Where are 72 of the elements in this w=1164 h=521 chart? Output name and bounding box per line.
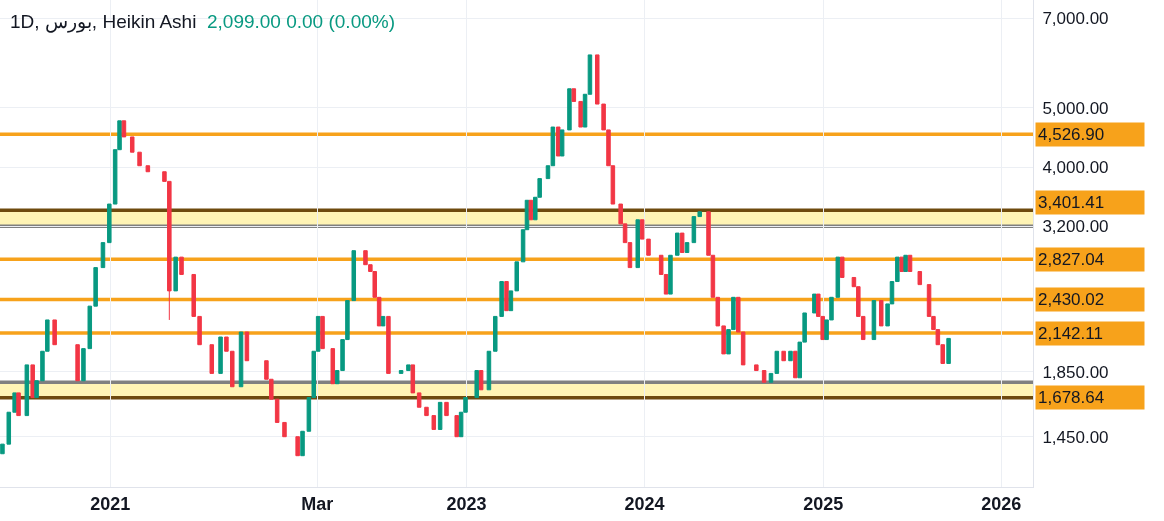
- ref-line-label: 2,827.04: [1038, 250, 1105, 269]
- candlestick: [781, 350, 786, 362]
- candlestick: [679, 232, 685, 254]
- candlestick: [410, 364, 416, 394]
- candlestick: [555, 126, 561, 157]
- x-tick-label: 2021: [90, 493, 131, 514]
- ref-line-label: 1,678.64: [1038, 388, 1105, 407]
- candlestick: [788, 350, 793, 362]
- candlestick: [504, 281, 509, 312]
- candlestick: [320, 315, 325, 350]
- candlestick: [218, 336, 223, 374]
- x-tick-label: Mar: [301, 493, 334, 514]
- candlestick: [424, 406, 429, 417]
- candlestick: [571, 88, 577, 102]
- candlestick: [209, 344, 215, 374]
- candlestick: [559, 129, 565, 157]
- candlestick: [761, 370, 767, 383]
- candlestick: [75, 344, 80, 382]
- candlestick: [179, 256, 184, 275]
- candlestick: [406, 364, 411, 372]
- ref-line-label: 3,401.41: [1038, 193, 1105, 212]
- candlestick: [899, 256, 904, 272]
- candlestick: [137, 151, 142, 167]
- candlestick: [295, 436, 300, 457]
- text: 1D, بورس, Heikin Ashi: [10, 10, 197, 32]
- candlestick: [675, 232, 680, 256]
- x-tick-label: 2026: [981, 493, 1022, 514]
- candlestick: [282, 421, 287, 438]
- x-tick-label: 2023: [446, 493, 487, 514]
- candlestick: [812, 293, 817, 314]
- candlestick: [173, 256, 178, 292]
- y-tick-label: 1,850.00: [1042, 362, 1109, 382]
- candlestick: [454, 415, 459, 438]
- candlestick: [16, 392, 21, 417]
- candlestick: [528, 199, 534, 221]
- y-tick-label: 5,000.00: [1042, 98, 1109, 118]
- text: 2,099.00 0.00 (0.00%): [206, 10, 395, 32]
- candlestick: [416, 392, 422, 408]
- candlestick: [917, 271, 923, 286]
- candlestick: [129, 136, 135, 153]
- candlestick: [839, 256, 845, 278]
- x-tick-label: 2024: [624, 493, 665, 514]
- candlestick: [30, 364, 35, 399]
- candlestick: [386, 315, 391, 374]
- candlestick: [24, 364, 30, 417]
- candlestick: [398, 370, 404, 374]
- candlestick: [437, 401, 443, 430]
- ref-line-label: 2,430.02: [1038, 290, 1105, 309]
- candlestick: [330, 348, 336, 385]
- candlestick: [754, 364, 759, 372]
- candlestick: [474, 370, 479, 399]
- candlestick: [478, 370, 484, 391]
- candlestick: [668, 254, 673, 295]
- y-tick-label: 1,450.00: [1042, 427, 1109, 447]
- y-tick-label: 7,000.00: [1042, 9, 1109, 29]
- candlestick: [878, 300, 884, 327]
- ref-line-label: 2,142.11: [1038, 324, 1103, 343]
- candlestick: [380, 315, 386, 327]
- candlestick: [578, 100, 583, 128]
- y-tick-label: 4,000.00: [1042, 158, 1109, 177]
- candlestick: [567, 88, 572, 131]
- ref-line-label: 4,526.90: [1038, 125, 1105, 144]
- candlestick: [431, 415, 437, 430]
- candlestick: [635, 219, 641, 269]
- candlestick: [903, 254, 908, 272]
- candlestick: [52, 319, 57, 346]
- x-tick-label: 2025: [803, 493, 844, 514]
- y-tick-label: 3,200.00: [1042, 217, 1109, 237]
- candlestick: [444, 401, 449, 417]
- candlestick: [121, 120, 127, 138]
- candlestick: [946, 337, 951, 364]
- candlestick: [145, 165, 151, 173]
